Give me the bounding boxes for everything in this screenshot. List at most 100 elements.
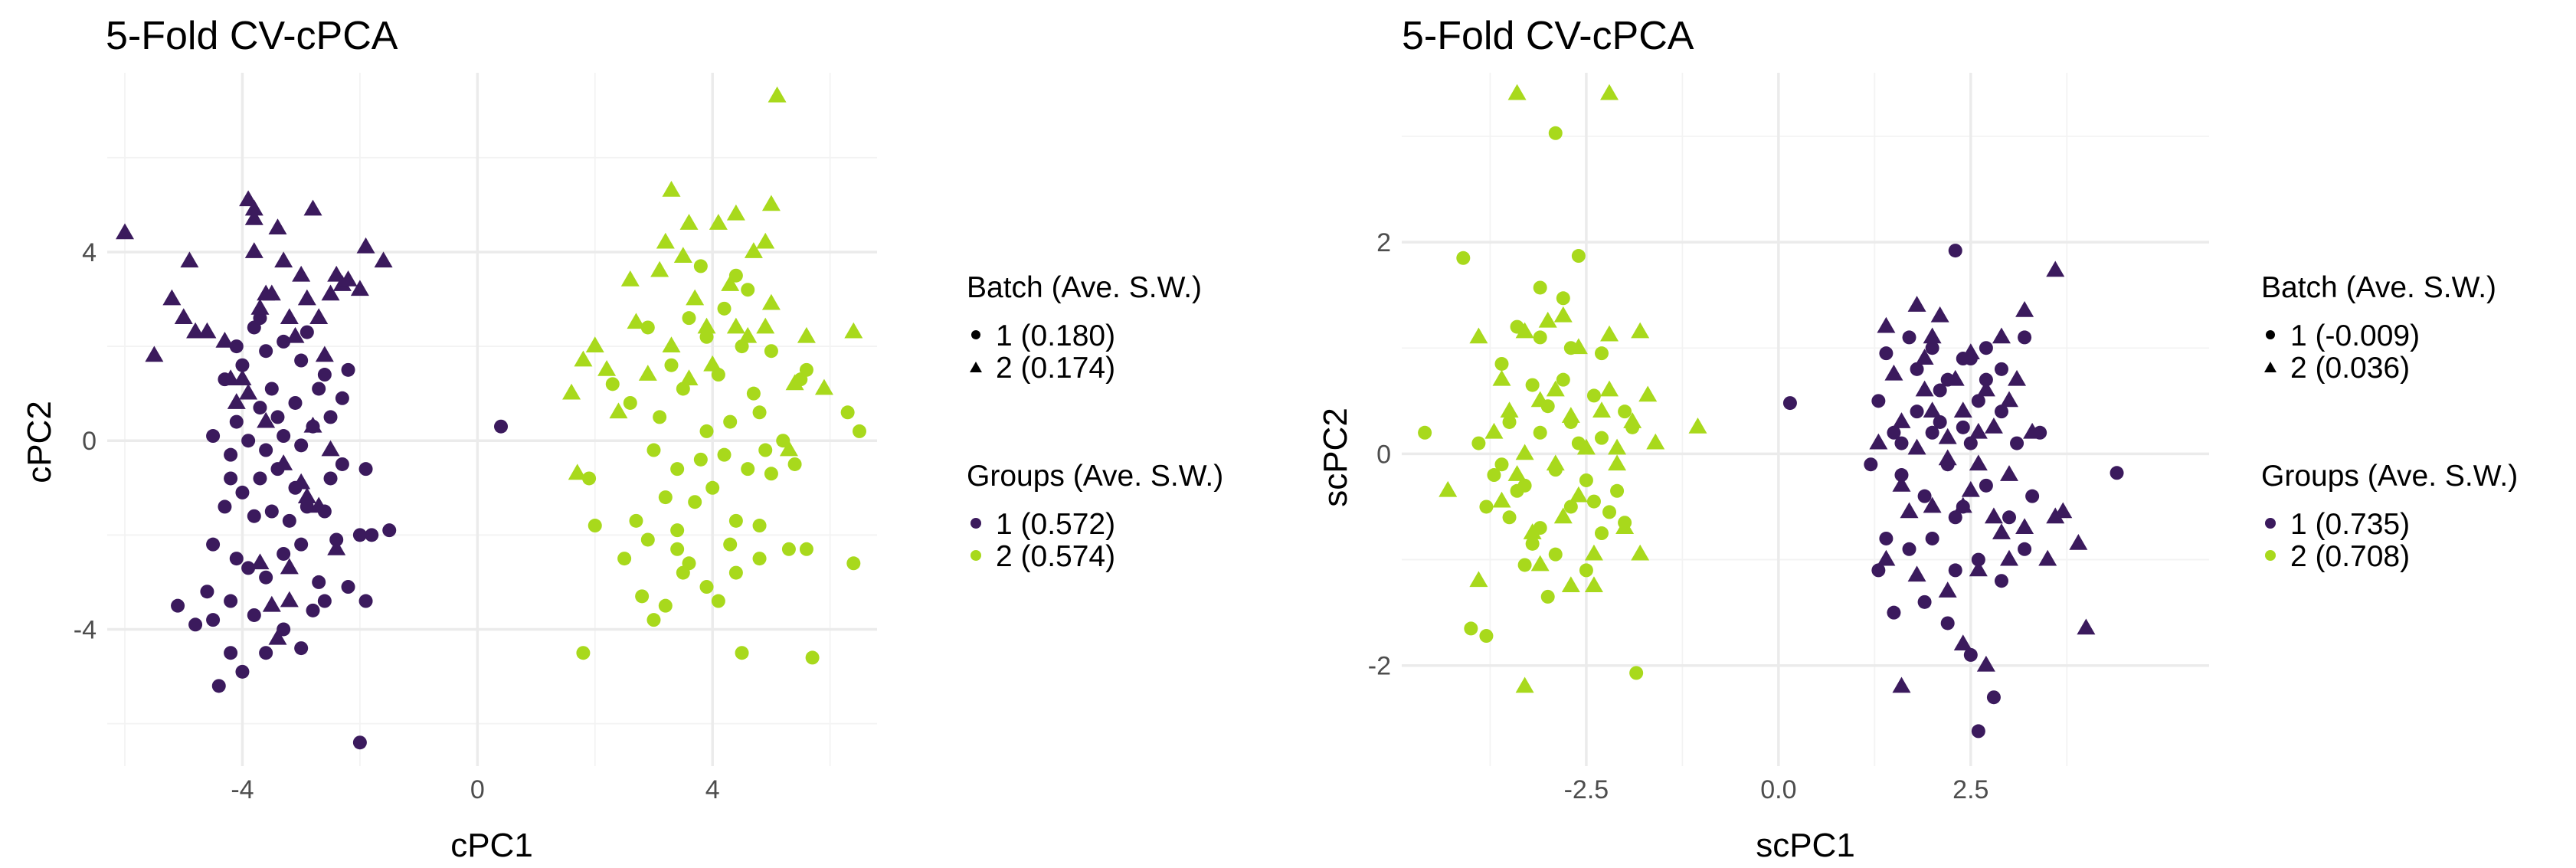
data-point [2015,301,2034,317]
data-point [597,359,617,376]
legend-label: 2 (0.036) [2290,352,2410,385]
data-point [1608,438,1627,455]
data-point [688,495,702,509]
data-point [1615,518,1635,535]
data-point [259,443,273,457]
data-point [1884,364,1903,381]
data-point [726,317,745,334]
data-point [1592,401,1611,418]
data-point [198,322,217,339]
data-point [1594,431,1609,445]
chart-title: 5-Fold CV-cPCA [106,14,398,58]
data-point [229,414,244,429]
data-points [116,86,866,750]
data-point [1515,676,1534,693]
data-point [1871,563,1886,578]
data-point [356,237,375,254]
data-point [1887,605,1901,620]
data-point [1553,306,1573,323]
data-point [1933,414,1947,429]
data-point [776,434,790,448]
data-point [339,270,358,287]
data-point [282,513,296,528]
data-point [1864,457,1878,472]
data-point [277,622,291,637]
data-point [1646,433,1665,450]
data-point [1579,473,1593,487]
data-point [211,679,226,693]
data-point [799,542,813,556]
data-point [1584,576,1603,593]
data-point [1464,621,1478,636]
data-point [235,485,250,500]
data-point [277,334,291,349]
data-point [805,650,820,665]
data-point [1892,676,1911,693]
data-point [670,462,685,477]
data-point [1782,396,1797,411]
chart-panel-right: 5-Fold CV-cPCA -2.5 0.0 2.5 -2 0 2 scPC1 scP… [1317,14,2518,864]
x-axis-title: cPC1 [450,827,533,864]
data-point [280,308,299,325]
data-point [1507,84,1527,100]
data-point [662,336,681,352]
legend: Batch (Ave. S.W.) 1 (-0.009)2 (0.036) Grou… [2261,271,2518,573]
data-point [1569,338,1588,355]
data-point [1992,327,2011,344]
data-point [840,405,855,420]
data-point [224,594,238,608]
legend-key-circle [971,330,980,339]
data-point [1915,380,1934,397]
data-point [1548,547,1563,562]
data-point [723,414,738,429]
data-point [229,339,244,354]
data-point [1494,457,1509,472]
legend-label: 2 (0.574) [996,540,1115,573]
data-point [323,471,338,486]
data-point [1938,427,1957,444]
data-point [294,641,309,656]
data-point [1439,480,1458,497]
data-point [1877,549,1896,566]
data-point [623,395,637,410]
x-tick-labels: -4 0 4 [231,775,719,804]
data-point [1877,316,1896,333]
chart-title: 5-Fold CV-cPCA [1402,14,1694,58]
data-point [709,214,728,230]
data-point [262,595,281,612]
data-point [787,457,802,471]
data-point [1953,496,1972,513]
data-point [1961,343,1980,360]
data-point [1923,401,1942,418]
data-point [241,434,256,448]
data-point [2000,465,2019,481]
data-point [1953,634,1972,650]
data-point [312,382,326,396]
data-point [693,259,708,274]
data-point [1938,581,1957,598]
data-point [1902,330,1916,345]
data-point [717,447,732,462]
data-point [1530,555,1550,572]
data-point [711,594,725,608]
data-point [717,301,732,316]
data-point [292,473,311,490]
x-tick-label: -4 [231,775,254,804]
data-point [1933,383,1947,398]
data-point [1902,542,1916,556]
data-point [1923,496,1942,513]
data-point [1525,536,1540,551]
data-point [1887,425,1901,440]
data-point [627,313,646,329]
legend-title-batch: Batch (Ave. S.W.) [967,271,1202,304]
data-point [188,617,203,632]
data-point [752,519,767,533]
data-point [1948,510,1962,525]
y-tick-label: 2 [1376,228,1391,257]
data-point [244,199,263,216]
data-point [235,358,250,372]
data-point [206,537,221,552]
data-point [1940,616,1955,631]
legend-key-triangle [2264,362,2277,372]
data-point [799,362,813,377]
